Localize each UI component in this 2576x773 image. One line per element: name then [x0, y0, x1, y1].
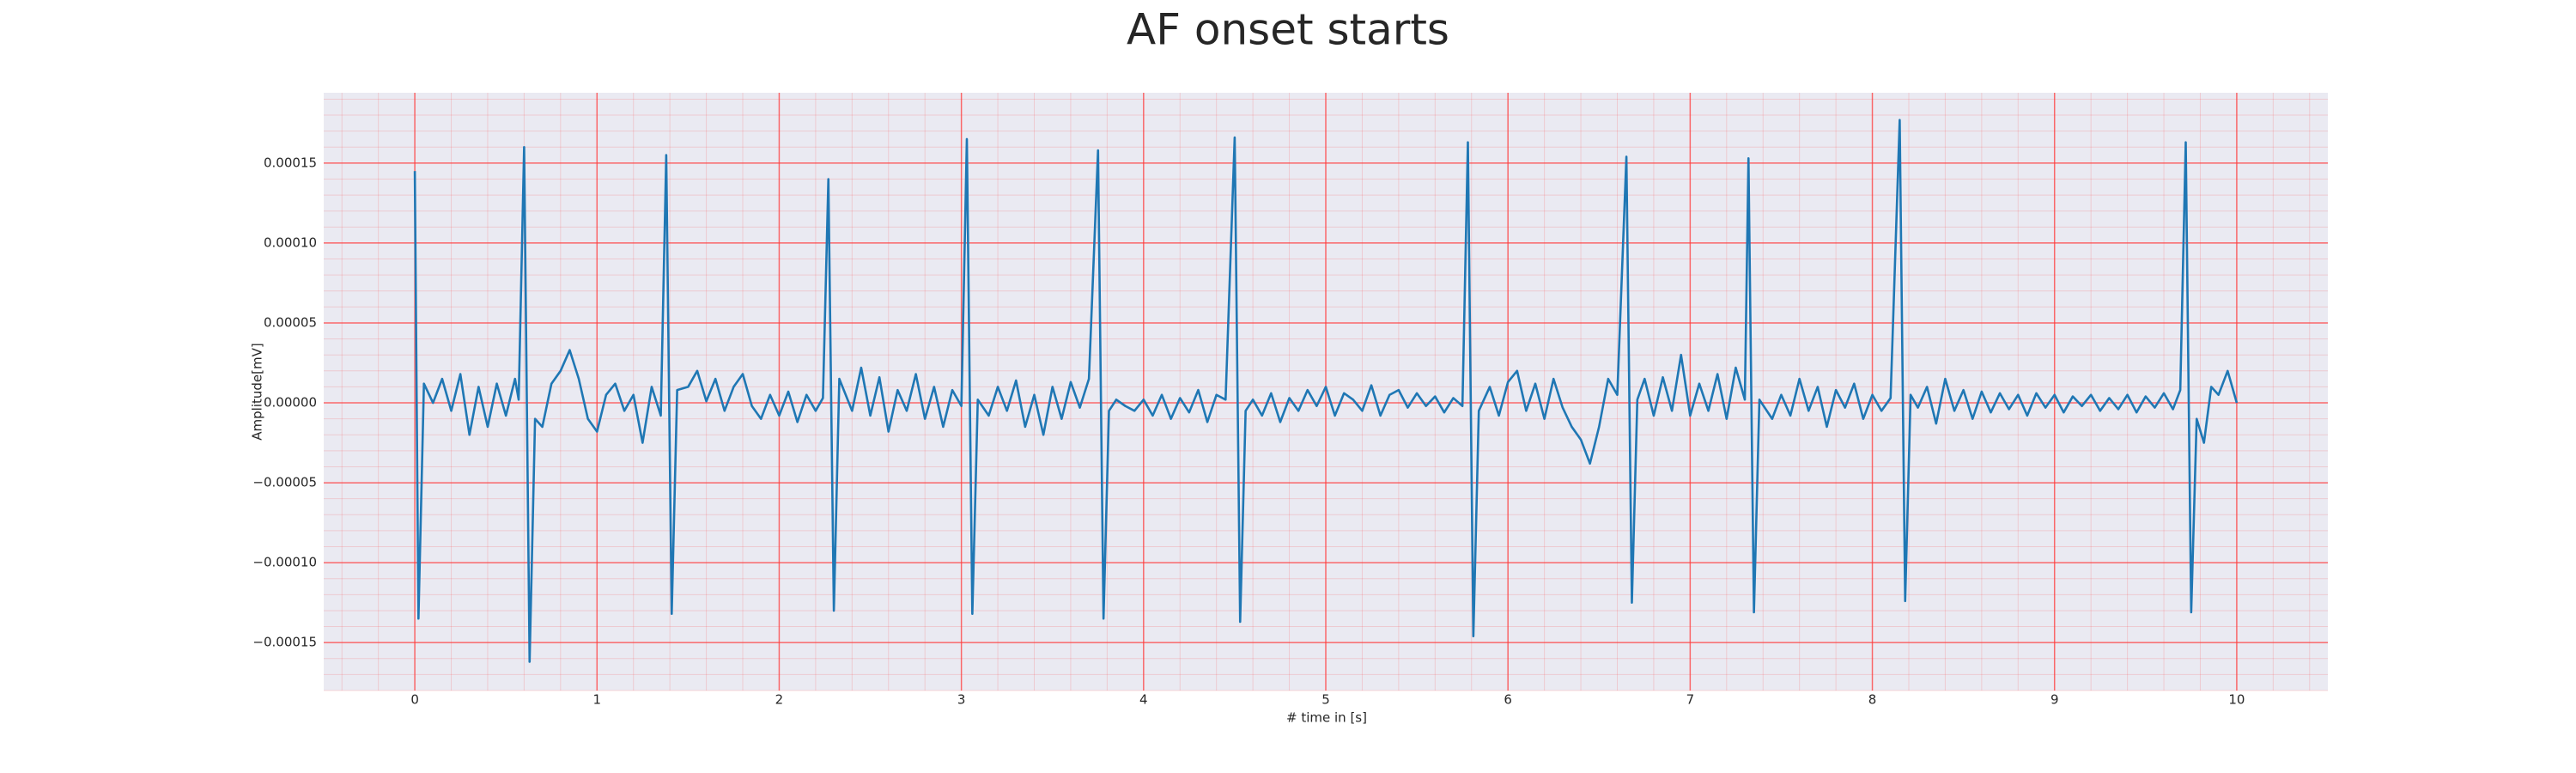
x-tick-label: 10 — [2228, 692, 2245, 708]
x-tick-label: 0 — [410, 692, 419, 708]
x-tick-label: 1 — [592, 692, 601, 708]
x-tick-label: 2 — [775, 692, 784, 708]
y-tick-label: 0.00010 — [264, 234, 317, 250]
y-axis-label: Amplitude[mV] — [250, 343, 265, 440]
marks — [413, 119, 2239, 663]
x-tick-label: 4 — [1139, 692, 1148, 708]
x-tick-label: 5 — [1321, 692, 1330, 708]
x-tick-label: 6 — [1504, 692, 1512, 708]
ecg-line — [413, 119, 2239, 663]
labels: 0 1 2 3 4 5 6 7 8 9 10 −0.00015 −0.00010 −0.00005 0.00… — [252, 155, 2245, 707]
x-tick-label: 7 — [1686, 692, 1695, 708]
x-tick-label: 9 — [2050, 692, 2059, 708]
chart-title: AF onset starts — [1127, 5, 1449, 55]
x-axis-label: # time in [s] — [1286, 710, 1367, 726]
y-tick-label: −0.00005 — [252, 475, 317, 490]
y-tick-label: −0.00010 — [252, 555, 317, 570]
y-tick-label: −0.00015 — [252, 635, 317, 650]
y-tick-label: 0.00015 — [264, 155, 317, 170]
y-tick-label: 0.00005 — [264, 314, 317, 330]
y-tick-label: 0.00000 — [264, 395, 317, 411]
x-tick-label: 3 — [957, 692, 966, 708]
x-tick-label: 8 — [1868, 692, 1877, 708]
